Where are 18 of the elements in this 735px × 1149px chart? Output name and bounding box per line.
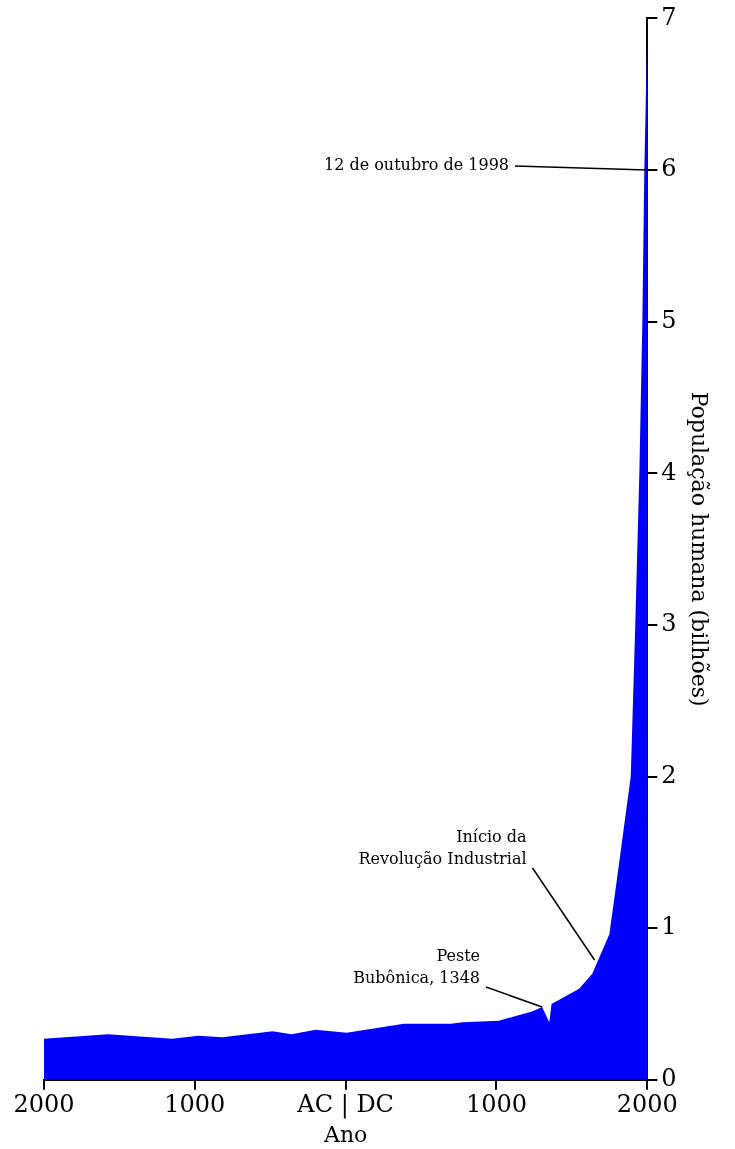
y-tick-label: 7 bbox=[661, 2, 677, 31]
y-axis-title: População humana (bilhões) bbox=[687, 391, 713, 707]
annotation: 12 de outubro de 1998 bbox=[323, 155, 510, 175]
x-tick-label: 2000 bbox=[13, 1090, 75, 1119]
x-axis-title: Ano bbox=[323, 1121, 368, 1147]
x-tick-label: 1000 bbox=[164, 1090, 226, 1119]
annotation: Início da Revolução Industrial bbox=[358, 827, 527, 869]
x-tick-label: AC | DC bbox=[296, 1090, 394, 1120]
x-tick-label: 1000 bbox=[465, 1090, 528, 1119]
y-tick-label: 4 bbox=[661, 457, 677, 486]
annotation: Peste Bubônica, 1348 bbox=[353, 946, 481, 988]
y-tick-label: 5 bbox=[661, 305, 677, 334]
y-tick-label: 6 bbox=[661, 154, 677, 183]
x-tick-label: 2000 bbox=[616, 1090, 678, 1119]
y-tick-label: 1 bbox=[661, 912, 677, 941]
y-tick-label: 2 bbox=[661, 760, 677, 789]
y-tick-label: 0 bbox=[661, 1064, 677, 1093]
y-tick-label: 3 bbox=[661, 609, 677, 638]
